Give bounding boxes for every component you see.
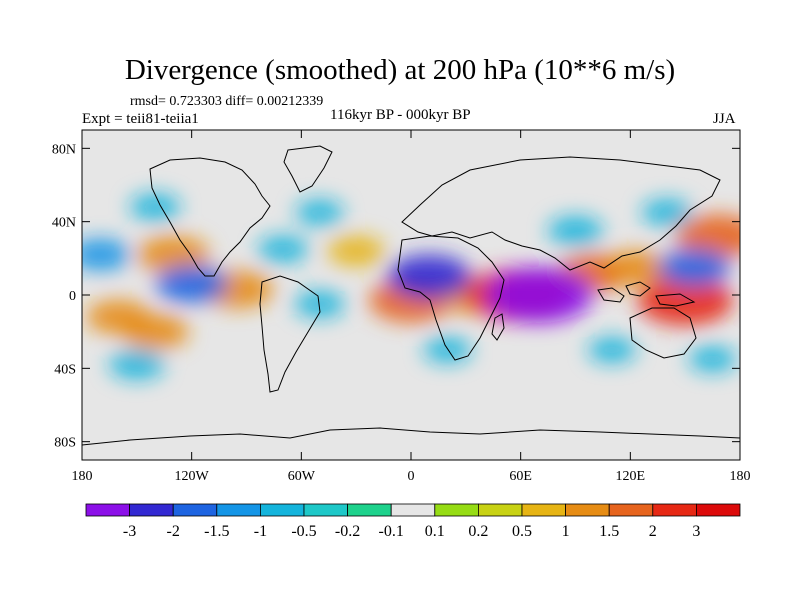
colorbar-swatch: [477, 503, 523, 517]
coastline-australia: [629, 307, 697, 359]
chart-subtitle: 116kyr BP - 000kyr BP: [330, 107, 471, 123]
field-blob-15: [129, 193, 181, 221]
field-blob-12: [155, 265, 228, 303]
y-tick-label: 40N: [52, 216, 76, 231]
colorbar-label: -3: [123, 523, 136, 540]
field-blob-22: [658, 248, 731, 287]
colorbar-label: -0.1: [379, 523, 404, 540]
x-tick-label: 120W: [175, 469, 210, 484]
chart-title: Divergence (smoothed) at 200 hPa (10**6 …: [124, 54, 676, 86]
colorbar-swatch: [434, 503, 479, 517]
field-blob-4: [327, 235, 385, 267]
field-blob-26: [688, 346, 737, 373]
coastline-madagascar: [491, 313, 505, 341]
field-blob-23: [641, 198, 693, 227]
colorbar-swatch: [521, 503, 566, 517]
y-tick-label: 40S: [54, 362, 76, 377]
x-tick-label: 60E: [509, 469, 532, 484]
x-tick-label: 120E: [616, 469, 646, 484]
colorbar-swatch: [390, 503, 436, 517]
field-blob-17: [294, 290, 345, 318]
coastlines: [82, 145, 740, 446]
field-blob-19: [387, 254, 472, 299]
field-blob-0: [137, 235, 210, 274]
season-label: JJA: [713, 111, 736, 127]
field-blob-21: [547, 216, 604, 246]
field-blob-13: [82, 238, 131, 271]
coastline-south-america: [259, 275, 321, 393]
y-axis: 80N 40N 0 40S 80S: [52, 142, 740, 451]
colorbar-swatch: [172, 503, 218, 517]
colorbar-label: -0.2: [335, 523, 360, 540]
colorbar-swatch: [347, 503, 392, 517]
colorbar-label: 1: [562, 523, 570, 540]
field-blob-14: [109, 349, 165, 380]
colorbar-label: 0.5: [512, 523, 532, 540]
colorbar-label: 0.2: [468, 523, 488, 540]
colorbar-label: -1: [254, 523, 267, 540]
x-axis: 180 120W 60W 0 60E 120E 180: [72, 130, 751, 484]
colorbar-label: -0.5: [291, 523, 316, 540]
colorbar-label: 3: [692, 523, 700, 540]
field-blob-11: [676, 214, 740, 259]
colorbar-swatch: [303, 503, 348, 517]
field-blob-20: [484, 267, 593, 323]
colorbar-swatch: [216, 503, 261, 517]
colorbar-label: -2: [167, 523, 180, 540]
x-tick-label: 180: [730, 469, 751, 484]
colorbar: -3 -2 -1.5 -1 -0.5 -0.2 -0.1 0.1 0.2 0.5 1 1.5 2 3: [85, 503, 741, 540]
colorbar-swatch: [696, 503, 741, 517]
x-tick-label: 0: [408, 469, 415, 484]
field-blob-24: [423, 337, 472, 363]
coastline-north-america: [149, 157, 271, 277]
colorbar-label: 2: [649, 523, 657, 540]
x-tick-label: 60W: [288, 469, 316, 484]
stats-label: rmsd= 0.723303 diff= 0.00212339: [130, 94, 324, 109]
field-blob-18: [295, 199, 344, 226]
y-tick-label: 0: [69, 289, 76, 304]
coastline-africa: [397, 235, 505, 361]
field-blob-25: [588, 337, 637, 363]
colorbar-swatch: [259, 503, 305, 517]
colorbar-swatch: [652, 503, 697, 517]
coastline-eurasia: [401, 156, 721, 271]
field-blob-16: [257, 235, 309, 263]
coastline-greenland: [283, 145, 333, 193]
plot-area: [82, 130, 740, 460]
x-tick-label: 180: [72, 469, 93, 484]
colorbar-label: -1.5: [204, 523, 229, 540]
divergence-field: [82, 193, 740, 380]
experiment-label: Expt = teii81-teiia1: [82, 111, 199, 127]
field-blob-2: [121, 313, 189, 350]
colorbar-label: 1.5: [599, 523, 619, 540]
y-tick-label: 80N: [52, 142, 76, 157]
colorbar-swatch: [608, 503, 654, 517]
field-blob-10: [637, 275, 734, 326]
coastline-antarctica: [82, 427, 740, 446]
colorbar-label: 0.1: [425, 523, 445, 540]
colorbar-swatch: [565, 503, 610, 517]
coastline-maritime-continent: [597, 281, 696, 307]
colorbar-swatch: [129, 503, 174, 517]
colorbar-swatch: [85, 503, 130, 517]
field-blob-9: [603, 250, 669, 285]
y-tick-label: 80S: [54, 436, 76, 451]
